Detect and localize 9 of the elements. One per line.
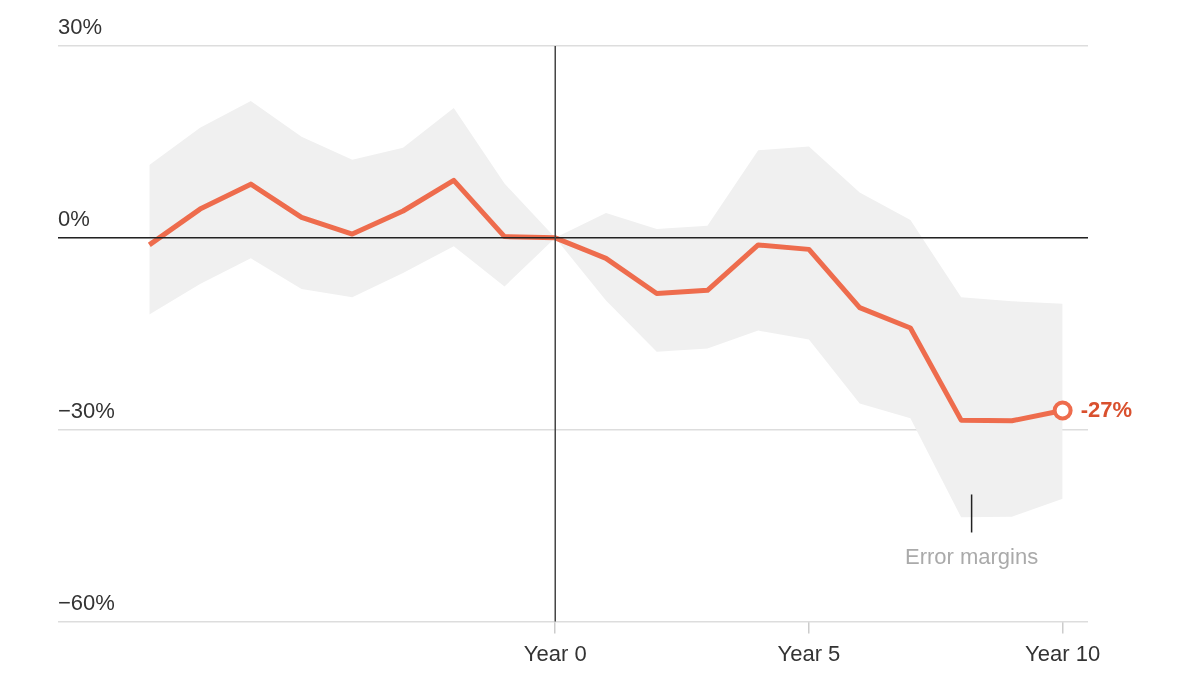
y-tick-label: −30%	[58, 397, 115, 423]
y-tick-label: −60%	[58, 589, 115, 615]
data-label: -27%	[1080, 396, 1132, 422]
y-tick-label: 30%	[58, 14, 103, 40]
annotation: Error margins	[904, 543, 1039, 569]
x-tick-label: Year 0	[523, 640, 587, 666]
x-tick-label: Year 10	[1025, 640, 1101, 666]
y-tick-label: 0%	[58, 205, 90, 231]
x-tick-label: Year 5	[777, 640, 841, 666]
